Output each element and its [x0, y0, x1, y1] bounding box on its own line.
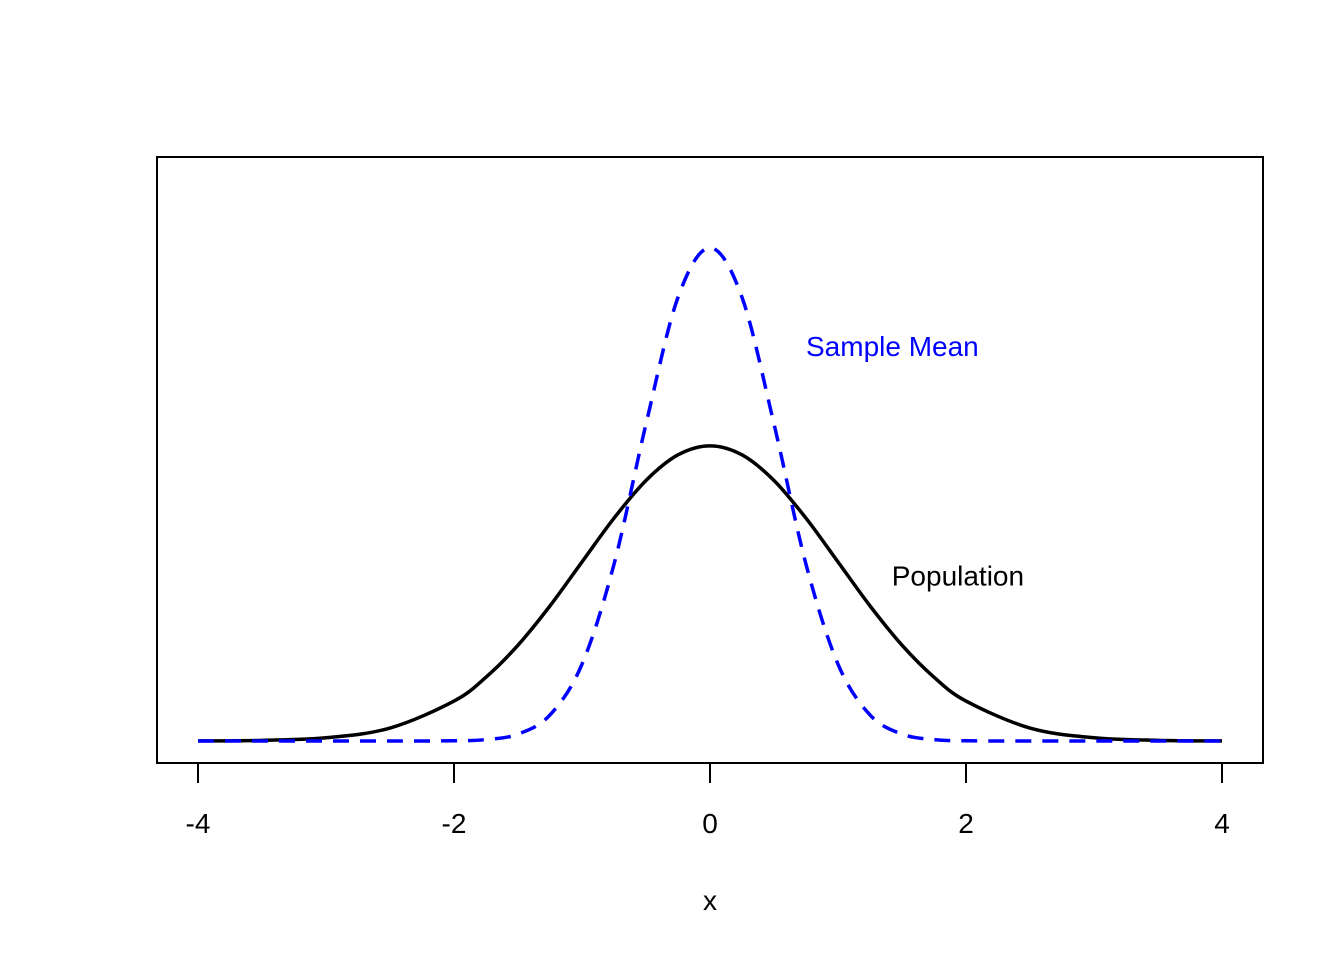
x-axis-label: x [703, 885, 717, 916]
x-tick-label: 4 [1214, 808, 1230, 839]
plot-frame [156, 156, 1264, 764]
x-axis: -4 -2 0 2 4 [186, 762, 1230, 839]
annotation-population: Population [892, 561, 1024, 592]
series-layer [197, 246, 1223, 743]
x-tick-label: 0 [702, 808, 718, 839]
annotation-layer: Sample Mean Population [806, 331, 1024, 591]
x-tick-label: -4 [186, 808, 211, 839]
series-line-sample-mean [198, 246, 1222, 743]
x-tick-label: -2 [442, 808, 467, 839]
series-line-population [197, 444, 1223, 743]
annotation-sample-mean: Sample Mean [806, 331, 979, 362]
x-tick-label: 2 [958, 808, 974, 839]
